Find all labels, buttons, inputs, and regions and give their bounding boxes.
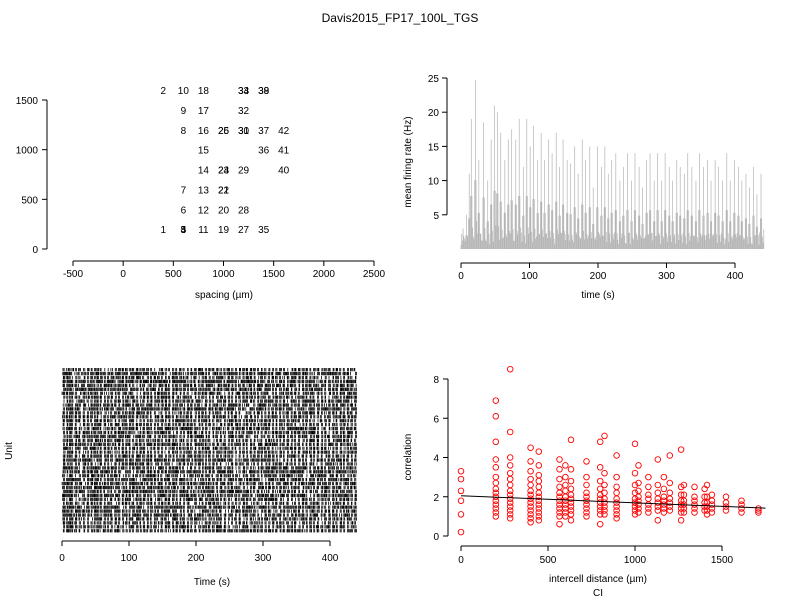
electrode-label: 29 — [238, 166, 250, 177]
x-tick-label: 1000 — [212, 269, 235, 280]
x-tick-label: 400 — [727, 271, 744, 282]
x-tick-label: 200 — [590, 271, 607, 282]
electrode-label: 24 — [218, 166, 230, 177]
y-axis-label: mean firing rate (Hz) — [403, 116, 414, 207]
x-tick-label: 2000 — [313, 269, 336, 280]
y-tick-label: 25 — [428, 74, 440, 85]
electrode-label: 21 — [218, 185, 230, 196]
electrode-label: 1 — [161, 225, 167, 236]
electrode-label: 42 — [278, 126, 290, 137]
electrode-label: 6 — [181, 205, 187, 216]
electrode-label: 9 — [181, 106, 187, 117]
y-tick-label: 1000 — [16, 146, 39, 157]
electrode-label: 20 — [218, 205, 230, 216]
electrode-label: 12 — [198, 205, 210, 216]
electrode-label: 10 — [178, 86, 190, 97]
electrode-label: 15 — [198, 146, 210, 157]
y-tick-label: 20 — [428, 108, 440, 119]
electrode-label: 27 — [238, 225, 250, 236]
x-tick-label: 500 — [165, 269, 182, 280]
electrode-label: 31 — [238, 126, 250, 137]
electrode-label: 13 — [198, 185, 210, 196]
x-tick-label: 2500 — [363, 269, 386, 280]
electrode-label: 11 — [198, 225, 209, 236]
electrode-label: 39 — [258, 86, 270, 97]
firing-rate-panel: 0 100 200 300 400 5 10 15 20 25 time (s) mean firin… — [403, 74, 765, 301]
electrode-label: 22 — [218, 185, 230, 196]
x-axis-label: spacing (µm) — [195, 290, 253, 301]
electrode-label: 34 — [238, 86, 250, 97]
electrode-label: 40 — [278, 166, 290, 177]
electrode-label: 4 — [181, 225, 187, 236]
x-tick-label: 1500 — [263, 269, 286, 280]
y-tick-label: 5 — [433, 211, 439, 222]
electrode-label: 25 — [218, 126, 230, 137]
electrode-label: 41 — [278, 146, 290, 157]
y-tick-label: 15 — [428, 142, 440, 153]
x-tick-label: 100 — [521, 271, 538, 282]
electrode-layout-panel: -500 0 500 1000 1500 2000 2500 0 500 1000 1500 spac… — [16, 86, 386, 301]
electrode-label: 8 — [181, 126, 187, 137]
x-tick-label: -500 — [63, 269, 83, 280]
electrode-label: 23 — [218, 166, 230, 177]
electrode-label: 14 — [198, 166, 210, 177]
electrode-label: 36 — [258, 146, 270, 157]
electrode-label: 19 — [218, 225, 230, 236]
electrode-label: 5 — [181, 225, 187, 236]
electrode-label: 30 — [238, 126, 250, 137]
electrode-label: 33 — [238, 86, 250, 97]
x-axis-label: time (s) — [581, 290, 614, 301]
electrode-label: 26 — [218, 126, 230, 137]
y-tick-label: 1500 — [16, 96, 39, 107]
electrode-label: 16 — [198, 126, 210, 137]
figure-title: Davis2015_FP17_100L_TGS — [322, 11, 479, 25]
electrode-label: 18 — [198, 86, 210, 97]
electrode-label: 3 — [181, 225, 187, 236]
y-tick-label: 0 — [32, 245, 38, 256]
electrode-label: 7 — [181, 185, 187, 196]
x-tick-label: 0 — [458, 271, 464, 282]
electrode-label: 37 — [258, 126, 270, 137]
rate-bars — [460, 80, 765, 249]
electrode-label: 38 — [258, 86, 270, 97]
x-tick-label: 300 — [658, 271, 675, 282]
electrode-label: 35 — [258, 225, 270, 236]
electrode-label: 17 — [198, 106, 210, 117]
electrode-label: 28 — [238, 205, 250, 216]
electrode-label: 2 — [161, 86, 167, 97]
raster-spikes — [61, 368, 358, 533]
electrode-label: 32 — [238, 106, 250, 117]
y-tick-label: 500 — [21, 195, 38, 206]
x-tick-label: 0 — [120, 269, 126, 280]
y-tick-label: 10 — [428, 177, 440, 188]
